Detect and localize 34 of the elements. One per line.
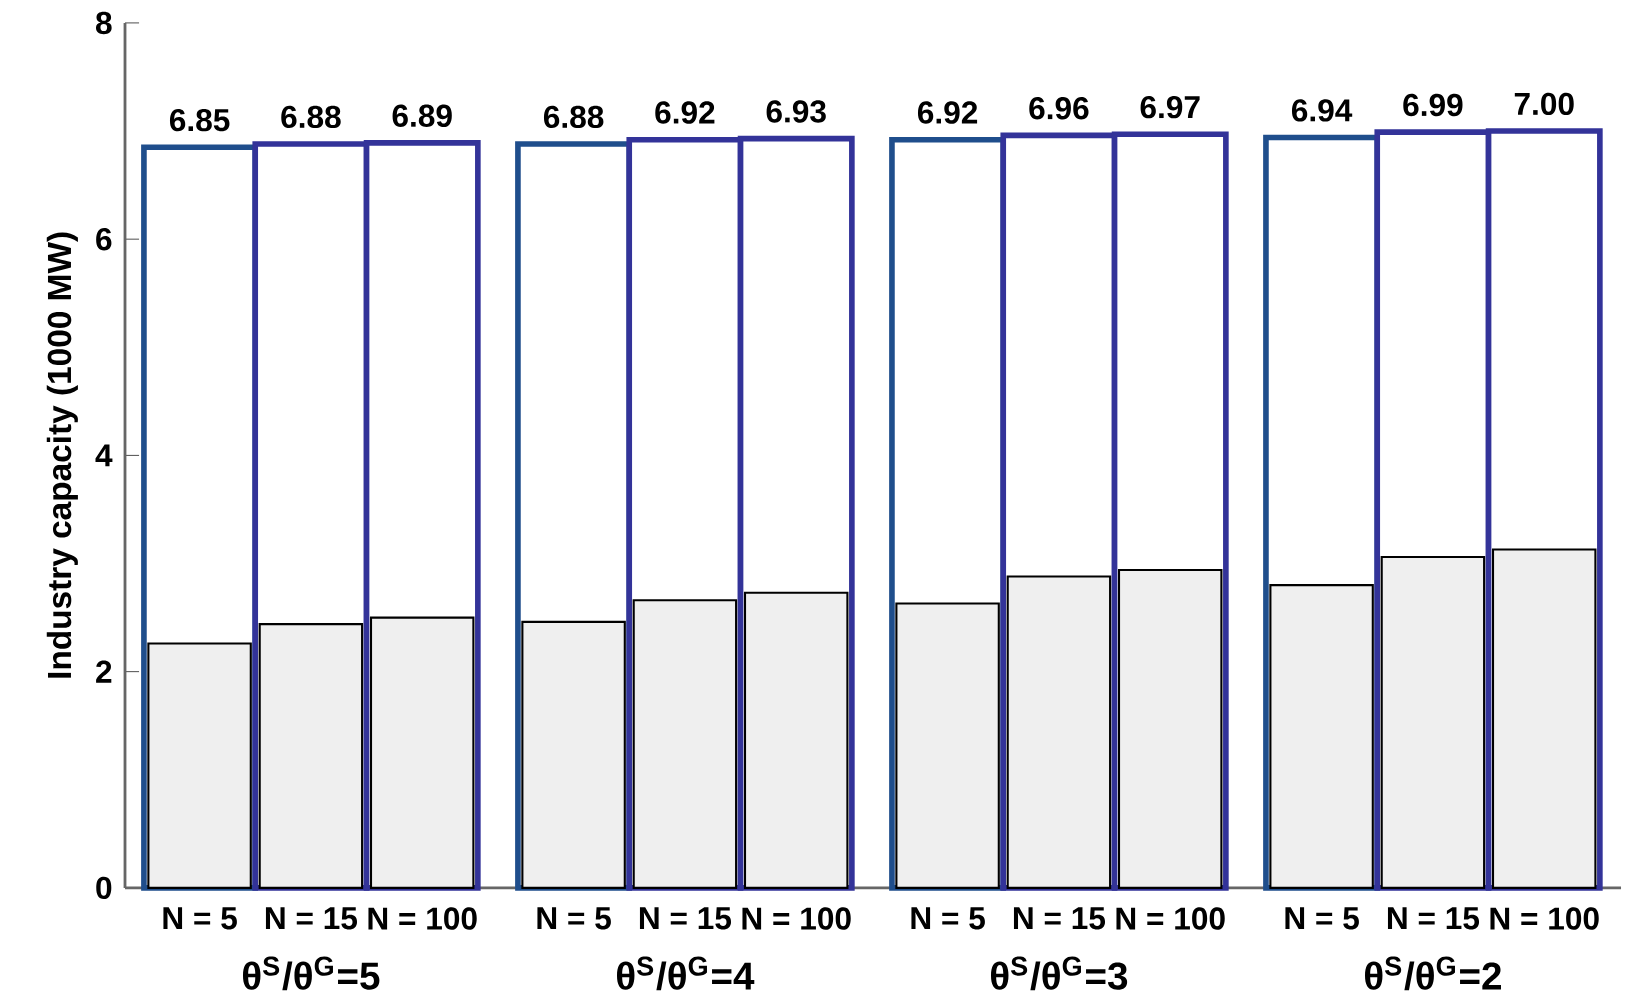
x-tick-label: N = 100 <box>1490 907 1599 930</box>
data-label: 6.85 <box>169 108 230 132</box>
data-label: 6.93 <box>766 100 826 123</box>
data-label: 6.92 <box>917 101 978 124</box>
y-axis-title: Industry capacity (1000 MW) <box>46 232 78 678</box>
x-tick-label: N = 5 <box>911 907 985 930</box>
text: θ$^{S}$/θ$^{G}$=4 <box>616 956 755 991</box>
data-label: 6.99 <box>1403 93 1463 117</box>
x-tick-label: N = 15 <box>1013 907 1106 930</box>
data-label: 6.92 <box>655 101 715 124</box>
y-tick-label: 6 <box>96 227 112 251</box>
data-label: 6.89 <box>392 104 452 128</box>
x-tick-label: N = 100 <box>742 907 851 930</box>
data-label: 6.96 <box>1029 97 1089 120</box>
text: θ$^{S}$/θ$^{G}$=5 <box>242 956 380 991</box>
y-tick-label: 2 <box>96 660 112 683</box>
x-tick-label: N = 5 <box>1285 907 1359 930</box>
x-tick-label: N = 15 <box>1387 907 1480 930</box>
x-tick-label: N = 100 <box>1116 907 1225 930</box>
y-tick-label: 0 <box>96 876 112 900</box>
y-tick-label: 8 <box>95 11 112 35</box>
data-label: 6.88 <box>281 105 341 129</box>
text: θ$^{S}$/θ$^{G}$=3 <box>991 956 1128 991</box>
data-label: 6.94 <box>1291 99 1353 122</box>
x-tick-label: N = 5 <box>537 907 611 930</box>
data-label: 6.97 <box>1140 95 1200 119</box>
text: θ$^{S}$/θ$^{G}$=2 <box>1365 956 1501 991</box>
data-label: 7.00 <box>1514 92 1574 116</box>
x-tick-label: N = 15 <box>265 907 358 930</box>
x-tick-label: N = 15 <box>639 907 732 930</box>
x-tick-label: N = 100 <box>368 907 477 930</box>
x-tick-label: N = 5 <box>163 907 237 930</box>
y-tick-label: 4 <box>95 444 113 467</box>
data-label: 6.88 <box>543 105 604 129</box>
